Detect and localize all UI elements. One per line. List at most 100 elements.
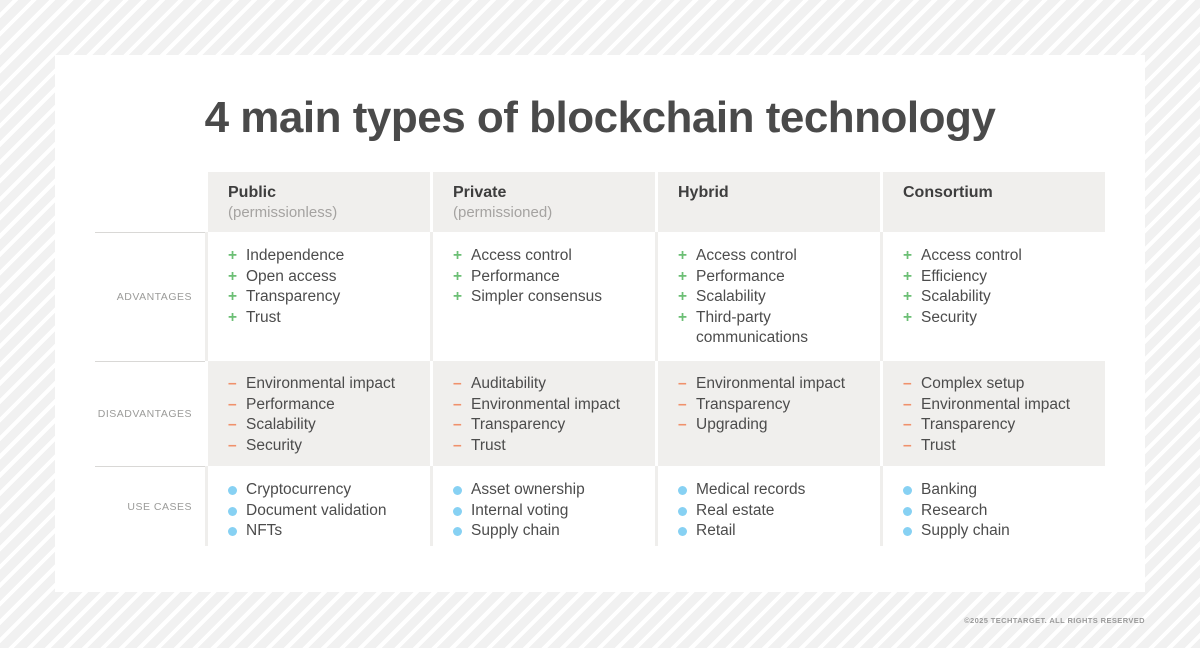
column-subtitle: (permissionless)	[228, 204, 338, 221]
list-item-text: Asset ownership	[471, 481, 585, 498]
row-label-disadvantages: DISADVANTAGES	[95, 361, 205, 466]
list-item: Document validation	[228, 501, 402, 522]
minus-icon: –	[453, 436, 462, 454]
dot-icon	[678, 506, 687, 516]
list-item: + Transparency	[228, 287, 402, 308]
minus-icon: –	[453, 395, 462, 413]
copyright-text: ©2025 TECHTARGET. ALL RIGHTS RESERVED	[964, 616, 1145, 625]
list-item: Real estate	[678, 501, 852, 522]
infographic-card: 4 main types of blockchain technology Pu…	[55, 55, 1145, 592]
table-corner-spacer	[95, 172, 205, 232]
list-item-text: Real estate	[696, 501, 775, 519]
plus-icon: +	[678, 308, 688, 326]
list-item: Cryptocurrency	[228, 480, 402, 501]
dot-icon	[903, 506, 912, 516]
minus-icon: –	[903, 436, 912, 454]
page-title: 4 main types of blockchain technology	[204, 93, 996, 142]
plus-icon: +	[678, 267, 688, 285]
list-item-text: Research	[921, 501, 988, 519]
list-item: – Upgrading	[678, 415, 852, 436]
list-item-text: Supply chain	[921, 522, 1010, 540]
list-item: + Simpler consensus	[453, 287, 627, 308]
list-item: Banking	[903, 480, 1077, 501]
list-item: – Auditability	[453, 374, 627, 395]
minus-icon: –	[678, 395, 687, 413]
list-item-text: Environmental impact	[921, 395, 1071, 413]
list-item: Asset ownership	[453, 480, 627, 501]
list-item-text: Simpler consensus	[471, 288, 602, 306]
list-item: Supply chain	[903, 521, 1077, 542]
list-item-text: Scalability	[246, 416, 316, 434]
plus-icon: +	[453, 247, 463, 264]
cell-private-use-cases: Asset ownership Internal voting Supply cha…	[430, 466, 655, 546]
list-item: – Transparency	[453, 415, 627, 436]
list-item: – Trust	[903, 436, 1077, 457]
row-label-advantages: ADVANTAGES	[95, 232, 205, 361]
plus-icon: +	[228, 247, 238, 264]
cell-public-use-cases: Cryptocurrency Document validation NFTs	[205, 466, 430, 546]
list-item-text: Efficiency	[921, 267, 988, 285]
list-item: + Performance	[678, 267, 852, 288]
list-item: – Transparency	[903, 415, 1077, 436]
list-item-text: Security	[921, 308, 977, 326]
list-item-text: Complex setup	[921, 375, 1025, 392]
column-title: Private	[453, 184, 507, 201]
list-item: Medical records	[678, 480, 852, 501]
list-item: + Scalability	[678, 287, 852, 308]
plus-icon: +	[903, 267, 913, 285]
dot-icon	[903, 486, 912, 495]
plus-icon: +	[228, 308, 238, 326]
list-item-text: Document validation	[246, 501, 387, 519]
plus-icon: +	[678, 288, 688, 306]
plus-icon: +	[903, 247, 913, 264]
list-item: – Scalability	[228, 415, 402, 436]
list-item: Internal voting	[453, 501, 627, 522]
dot-icon	[903, 527, 912, 537]
plus-icon: +	[903, 288, 913, 306]
list-item-text: Trust	[471, 436, 506, 454]
dot-icon	[453, 527, 462, 537]
list-item-text: Access control	[696, 247, 797, 264]
list-item: Research	[903, 501, 1077, 522]
list-item: + Access control	[903, 246, 1077, 267]
list-item: + Access control	[678, 246, 852, 267]
list-item-text: Performance	[471, 267, 560, 285]
minus-icon: –	[228, 375, 237, 392]
list-item-text: Environmental impact	[246, 375, 396, 392]
minus-icon: –	[903, 416, 912, 434]
cell-public-advantages: + Independence + Open access + Transparency + T…	[205, 232, 430, 361]
minus-icon: –	[453, 375, 462, 392]
plus-icon: +	[453, 288, 463, 306]
cell-consortium-disadvantages: – Complex setup – Environmental impact – Tran…	[880, 361, 1105, 466]
cell-consortium-advantages: + Access control + Efficiency + Scalability + S…	[880, 232, 1105, 361]
cell-consortium-use-cases: Banking Research Supply chain	[880, 466, 1105, 546]
column-title: Public	[228, 184, 277, 201]
cell-public-disadvantages: – Environmental impact – Performance – Scalab…	[205, 361, 430, 466]
minus-icon: –	[678, 416, 687, 434]
list-item: + Independence	[228, 246, 402, 267]
list-item: + Access control	[453, 246, 627, 267]
column-header-private: Private (permissioned)	[430, 172, 655, 232]
cell-private-advantages: + Access control + Performance + Simpler cons…	[430, 232, 655, 361]
minus-icon: –	[903, 375, 912, 392]
list-item-text: Performance	[696, 267, 785, 285]
list-item: + Open access	[228, 267, 402, 288]
list-item: – Trust	[453, 436, 627, 457]
list-item-text: Trust	[246, 308, 281, 326]
list-item: – Complex setup	[903, 374, 1077, 395]
list-item-text: Scalability	[696, 288, 766, 306]
list-item-text: Supply chain	[471, 522, 560, 540]
list-item-text: Transparency	[246, 288, 341, 306]
list-item: – Transparency	[678, 395, 852, 416]
list-item: + Scalability	[903, 287, 1077, 308]
list-item-text: Auditability	[471, 375, 546, 392]
list-item-text: Performance	[246, 395, 335, 413]
list-item: – Environmental impact	[903, 395, 1077, 416]
cell-hybrid-advantages: + Access control + Performance + Scalability +…	[655, 232, 880, 361]
dot-icon	[453, 506, 462, 516]
cell-hybrid-use-cases: Medical records Real estate Retail	[655, 466, 880, 546]
list-item-text: Upgrading	[696, 416, 768, 434]
list-item-text: Environmental impact	[696, 375, 846, 392]
list-item-text: Transparency	[696, 395, 791, 413]
